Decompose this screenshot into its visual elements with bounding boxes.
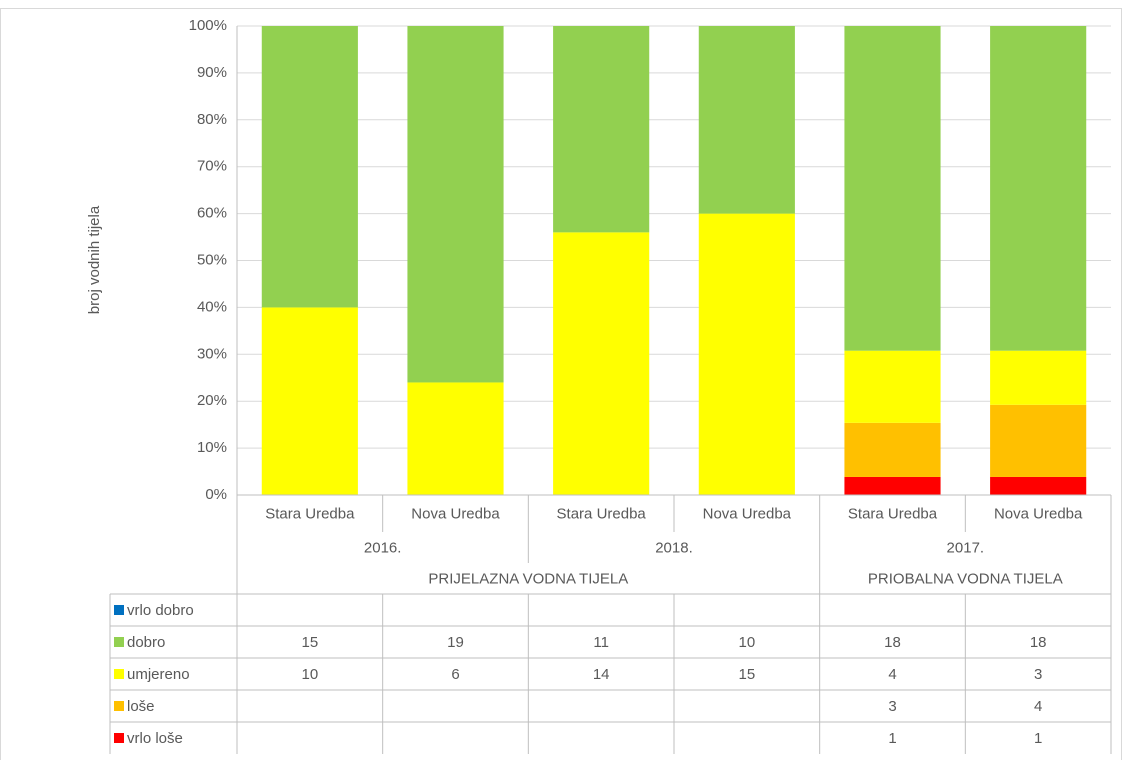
table-cell: 15 xyxy=(738,666,755,683)
table-cell: 6 xyxy=(451,666,459,683)
y-tick-label: 70% xyxy=(197,158,227,175)
y-tick-label: 50% xyxy=(197,251,227,268)
table-cell: 1 xyxy=(1034,730,1042,747)
table-cell: 11 xyxy=(593,634,609,651)
table-cell: 4 xyxy=(888,666,896,683)
legend-label: vrlo loše xyxy=(127,730,183,747)
bar-segment xyxy=(407,382,504,495)
y-tick-label: 40% xyxy=(197,298,227,315)
legend-label: umjereno xyxy=(127,666,190,683)
bar-segment xyxy=(553,26,650,233)
bar-segment xyxy=(844,350,941,423)
table-cell: 18 xyxy=(884,634,901,651)
x-tick-label: Nova Uredba xyxy=(411,505,500,522)
table-cell: 14 xyxy=(593,666,610,683)
x-tick-label: Nova Uredba xyxy=(994,505,1083,522)
table-cell: 1 xyxy=(888,730,896,747)
x-tick-label: Stara Uredba xyxy=(265,505,355,522)
bar-segment xyxy=(990,350,1087,405)
year-label: 2017. xyxy=(947,539,985,556)
table-cell: 3 xyxy=(1034,666,1042,683)
y-tick-label: 80% xyxy=(197,111,227,128)
y-tick-label: 90% xyxy=(197,64,227,81)
bar-segment xyxy=(990,26,1087,351)
bar-segment xyxy=(698,26,795,214)
bar-segment xyxy=(698,213,795,495)
table-cell: 10 xyxy=(301,666,318,683)
x-tick-label: Stara Uredba xyxy=(848,505,938,522)
group-label: PRIJELAZNA VODNA TIJELA xyxy=(428,570,628,587)
table-cell: 3 xyxy=(888,698,896,715)
legend-swatch xyxy=(114,605,124,615)
x-tick-label: Stara Uredba xyxy=(557,505,647,522)
legend-swatch xyxy=(114,637,124,647)
legend-swatch xyxy=(114,669,124,679)
bar-segment xyxy=(990,404,1087,477)
y-tick-label: 20% xyxy=(197,392,227,409)
legend-swatch xyxy=(114,733,124,743)
bar-segment xyxy=(261,26,358,308)
y-axis-label: broj vodnih tijela xyxy=(86,205,103,314)
bar-segment xyxy=(990,476,1087,495)
legend-label: vrlo dobro xyxy=(127,602,194,619)
year-label: 2018. xyxy=(655,539,693,556)
bar-segment xyxy=(844,422,941,477)
chart-frame xyxy=(0,8,1122,760)
y-tick-label: 60% xyxy=(197,205,227,222)
x-tick-label: Nova Uredba xyxy=(703,505,792,522)
bar-segment xyxy=(844,26,941,351)
year-label: 2016. xyxy=(364,539,402,556)
bar-segment xyxy=(844,476,941,495)
y-tick-label: 0% xyxy=(205,486,227,503)
table-cell: 18 xyxy=(1030,634,1047,651)
table-cell: 4 xyxy=(1034,698,1042,715)
legend-label: dobro xyxy=(127,634,165,651)
legend-swatch xyxy=(114,701,124,711)
table-cell: 10 xyxy=(738,634,755,651)
table-cell: 15 xyxy=(301,634,318,651)
table-cell: 19 xyxy=(447,634,464,651)
y-tick-label: 10% xyxy=(197,439,227,456)
y-tick-label: 30% xyxy=(197,345,227,362)
bar-segment xyxy=(261,307,358,495)
group-label: PRIOBALNA VODNA TIJELA xyxy=(868,570,1063,587)
legend-label: loše xyxy=(127,698,155,715)
bar-segment xyxy=(407,26,504,383)
y-tick-label: 100% xyxy=(189,17,227,34)
bar-segment xyxy=(553,232,650,496)
